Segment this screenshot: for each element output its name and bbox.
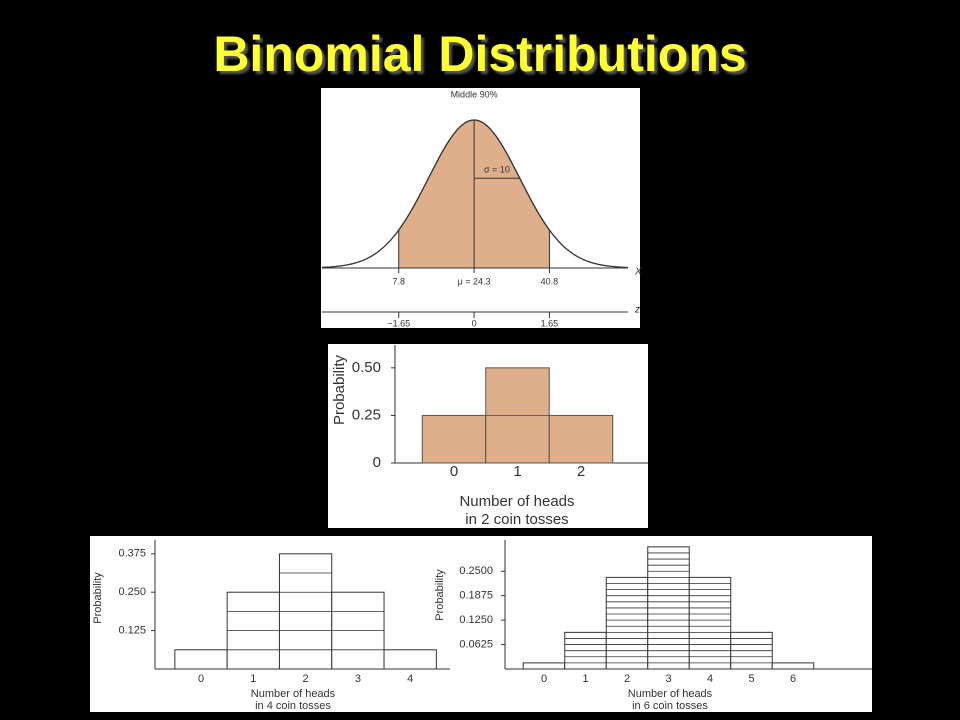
x-axis-label: X: [634, 267, 642, 278]
x-axis-label: Number of heads: [459, 493, 574, 510]
y-tick-label: 0: [373, 454, 381, 471]
y-tick-label: 0.50: [352, 359, 381, 376]
x-tick-label: 40.8: [541, 276, 559, 286]
slide-title: Binomial Distributions: [213, 26, 746, 82]
x-tick-label: 5: [748, 673, 754, 685]
z-tick-label: 1.65: [541, 318, 559, 328]
y-tick-label: 0.2500: [459, 565, 493, 577]
bar: [548, 414, 614, 464]
x-tick-label: μ = 24.3: [458, 276, 491, 286]
y-axis-label: Probability: [434, 569, 446, 621]
bar: [174, 649, 228, 670]
y-tick-label: 0.125: [118, 625, 146, 637]
x-tick-label: 2: [624, 673, 630, 685]
x-tick-label: 6: [790, 673, 796, 685]
x-axis-label: Number of heads: [251, 688, 336, 700]
x-axis-label: in 4 coin tosses: [255, 700, 331, 712]
y-tick-label: 0.0625: [459, 638, 493, 650]
z-axis-label: z: [634, 305, 640, 316]
x-tick-label: 3: [355, 673, 361, 685]
z-tick-label: 0: [472, 318, 477, 328]
bar: [522, 662, 566, 670]
y-tick-label: 0.25: [352, 406, 381, 423]
x-tick-label: 3: [665, 673, 671, 685]
y-tick-label: 0.1875: [459, 590, 493, 602]
x-tick-label: 1: [250, 673, 256, 685]
x-axis-label: in 6 coin tosses: [632, 700, 708, 712]
bar: [605, 576, 649, 670]
x-tick-label: 0: [541, 673, 547, 685]
bar: [688, 576, 732, 670]
y-tick-label: 0.250: [118, 586, 146, 598]
x-tick-label: 4: [707, 673, 713, 685]
x-axis-label: Number of heads: [628, 688, 713, 700]
x-tick-label: 1: [513, 463, 521, 480]
x-tick-label: 4: [407, 673, 413, 685]
bar: [383, 649, 437, 670]
x-tick-label: 7.8: [392, 276, 405, 286]
panel: [90, 536, 872, 712]
sd-label: σ = 10: [484, 165, 510, 175]
y-tick-label: 0.375: [118, 548, 146, 560]
x-tick-label: 2: [303, 673, 309, 685]
y-axis-label: Probability: [92, 572, 104, 624]
y-axis-label: Probability: [331, 354, 348, 425]
bar: [771, 662, 815, 670]
x-tick-label: 0: [198, 673, 204, 685]
normal-curve: [321, 119, 629, 269]
z-tick-label: −1.65: [387, 318, 410, 328]
y-tick-label: 0.1250: [459, 614, 493, 626]
x-tick-label: 0: [450, 463, 458, 480]
x-tick-label: 1: [582, 673, 588, 685]
x-tick-label: 2: [577, 463, 585, 480]
chart-title: Middle 90%: [451, 89, 498, 99]
x-axis-label: in 2 coin tosses: [465, 511, 568, 528]
bar: [421, 414, 487, 464]
